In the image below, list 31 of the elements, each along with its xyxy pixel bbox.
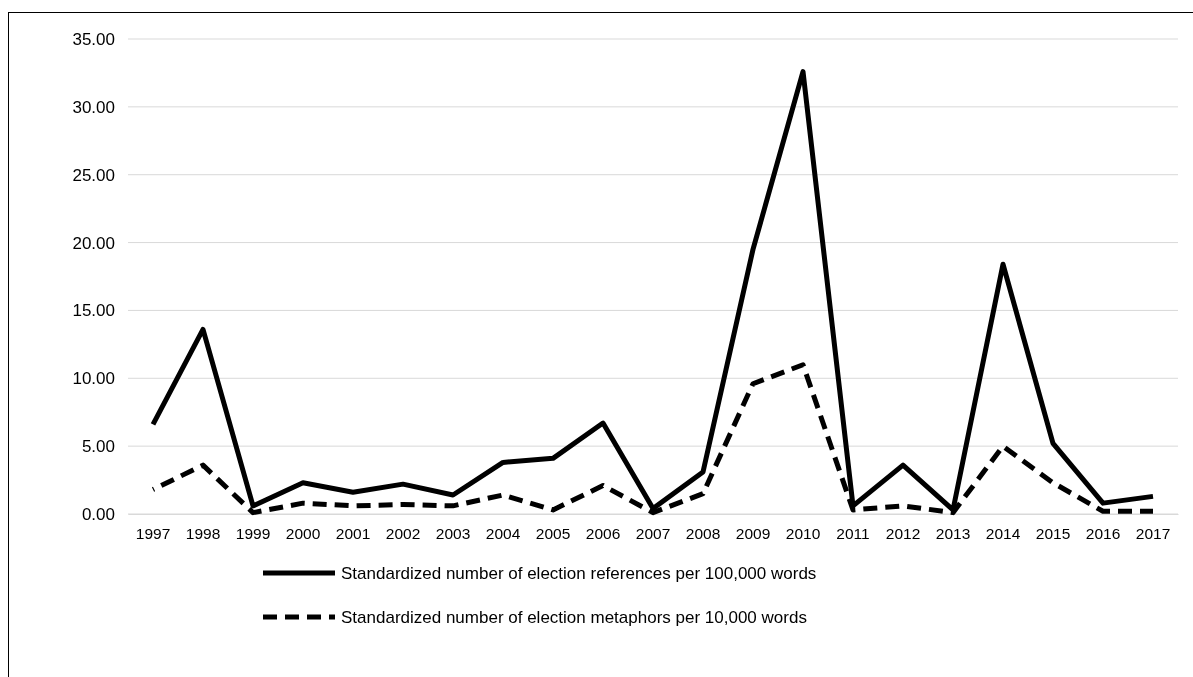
y-tick-label: 5.00 (81, 437, 115, 457)
x-tick-label: 1999 (235, 525, 271, 543)
x-tick-label: 2013 (935, 525, 971, 543)
x-tick-label: 2016 (1085, 525, 1121, 543)
y-tick-label: 10.00 (72, 369, 115, 389)
x-tick-label: 2014 (985, 525, 1021, 543)
y-tick-label: 20.00 (72, 233, 115, 253)
y-tick-label: 30.00 (72, 97, 115, 117)
x-tick-label: 2000 (285, 525, 321, 543)
x-tick-label: 1997 (135, 525, 171, 543)
x-tick-label: 2001 (335, 525, 371, 543)
y-tick-label: 0.00 (81, 504, 115, 524)
x-tick-label: 2008 (685, 525, 721, 543)
x-tick-label: 2006 (585, 525, 621, 543)
y-tick-label: 35.00 (72, 29, 115, 49)
x-tick-label: 2017 (1135, 525, 1171, 543)
legend-label: Standardized number of election metaphors per 10,000 words (341, 608, 807, 627)
x-tick-label: 2009 (735, 525, 771, 543)
x-tick-label: 2010 (785, 525, 821, 543)
x-tick-label: 2007 (635, 525, 671, 543)
x-tick-label: 2012 (885, 525, 921, 543)
x-tick-label: 2015 (1035, 525, 1071, 543)
x-tick-label: 1998 (185, 525, 221, 543)
x-tick-label: 2011 (836, 525, 870, 543)
x-tick-label: 2003 (435, 525, 471, 543)
y-tick-label: 25.00 (72, 165, 115, 185)
x-tick-label: 2002 (385, 525, 421, 543)
y-tick-label: 15.00 (72, 301, 115, 321)
x-tick-label: 2004 (485, 525, 521, 543)
legend-label: Standardized number of election references per 100,000 words (341, 564, 817, 583)
x-tick-label: 2005 (535, 525, 571, 543)
